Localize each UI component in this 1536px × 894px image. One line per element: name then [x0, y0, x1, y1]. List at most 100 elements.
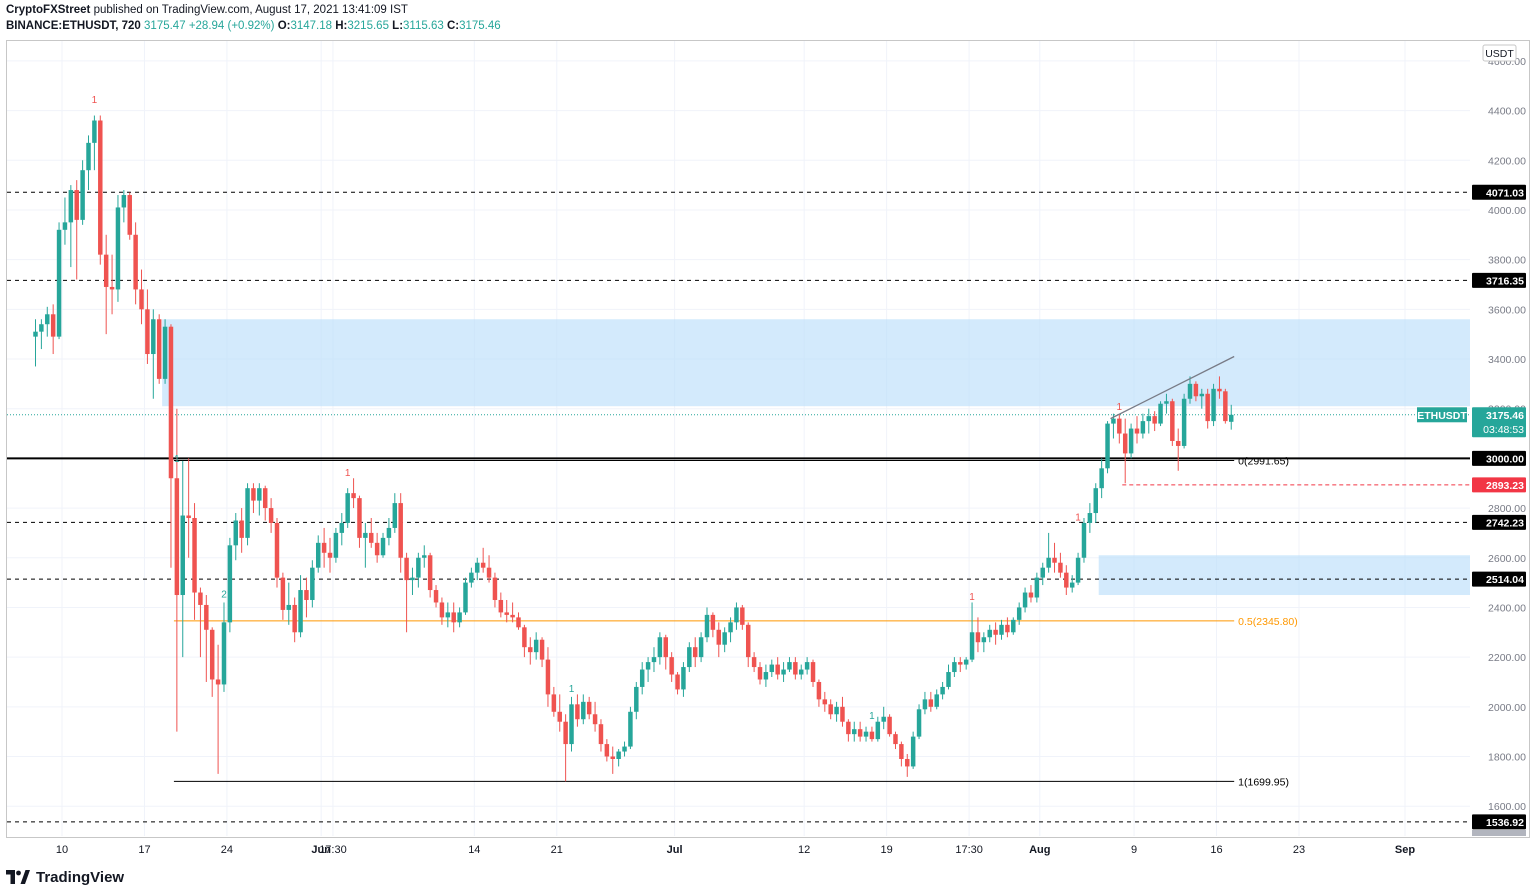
candle-body: [1175, 440, 1181, 446]
candle-body: [793, 662, 798, 675]
sequential-count-marker: 1: [174, 454, 180, 465]
footer-brand[interactable]: TradingView: [36, 868, 125, 886]
candle-body: [127, 195, 132, 235]
candle-body: [663, 637, 668, 658]
currency-label-text: USDT: [1485, 48, 1514, 60]
candle-body: [121, 195, 127, 208]
time-tick-label: 10: [56, 844, 68, 856]
candle-body: [639, 669, 645, 687]
price-tag-box: [1472, 514, 1526, 530]
sequential-count-marker: 1: [1117, 402, 1123, 413]
candle-body: [422, 555, 427, 558]
candle-body: [363, 532, 368, 538]
candle-body: [1016, 607, 1022, 620]
candle-body: [704, 614, 710, 638]
candle-body: [215, 679, 221, 685]
candle-body: [1058, 562, 1063, 573]
candle-body: [692, 647, 698, 658]
grid: [7, 41, 1470, 836]
candle-body: [1099, 468, 1104, 489]
candle-body: [1199, 393, 1205, 397]
candle-body: [498, 599, 504, 613]
candle-body: [834, 706, 839, 715]
candle-body: [1205, 393, 1210, 422]
candle-body: [610, 756, 615, 759]
candle-body: [1146, 416, 1152, 422]
close-label: C:: [446, 20, 460, 32]
candle-body: [451, 612, 456, 623]
candle-body: [1134, 428, 1140, 434]
candle-body: [952, 662, 957, 673]
candle-body: [510, 614, 515, 618]
close-value: 3175.46: [459, 20, 501, 32]
candle-body: [1069, 582, 1075, 588]
candle-body: [745, 624, 751, 658]
fib-level-label: 0(2991.65): [1238, 455, 1289, 467]
price-tick-label: 1800.00: [1488, 752, 1526, 764]
price-tick-label: 2400.00: [1488, 602, 1526, 614]
candle-body: [899, 744, 904, 759]
candle-body: [56, 229, 62, 337]
candle-body: [374, 542, 380, 556]
price-axis-tag: 3000.00: [1472, 450, 1526, 466]
candle-body: [1164, 401, 1169, 404]
candle-body: [628, 711, 633, 747]
candle-body: [469, 572, 474, 583]
candle-body: [657, 637, 663, 658]
candle-body: [221, 622, 227, 685]
rising-wedge-trendline: [1110, 355, 1235, 420]
sequential-count-marker: 1: [92, 95, 98, 106]
price-tag-box: [1472, 814, 1526, 830]
candle-body: [598, 724, 604, 745]
candle-body: [186, 515, 191, 518]
candle-body: [563, 721, 568, 745]
candle-body: [551, 694, 557, 712]
candle-body: [145, 309, 150, 355]
candle-body: [351, 493, 356, 499]
author-name[interactable]: CryptoFXStreet: [6, 4, 91, 16]
candle-body: [1228, 414, 1234, 422]
price-axis-tag: 3716.35: [1472, 272, 1526, 288]
price-tick-label: 2200.00: [1488, 652, 1526, 664]
candle-body: [816, 681, 822, 700]
sequential-count-marker: 1: [869, 711, 875, 722]
candle-body: [262, 488, 268, 509]
candle-body: [799, 669, 804, 675]
candle-body: [681, 667, 686, 690]
price-tag-box: [1472, 571, 1526, 587]
price-axis: 1600.00 1800.00 2000.00 2200.00 2400.00 2600.…: [1472, 44, 1526, 836]
candle-body: [869, 731, 875, 740]
candle-body: [239, 520, 244, 538]
candle-body: [934, 694, 939, 707]
time-tick-label: 21: [551, 844, 563, 856]
partial-price-tag: 1438.45: [1472, 830, 1526, 836]
candle-body: [1028, 592, 1034, 598]
candle-body: [581, 701, 586, 720]
candle-body: [327, 552, 333, 558]
candle-body: [622, 746, 627, 752]
candle-body: [504, 612, 509, 615]
candle-body: [416, 557, 421, 578]
candle-body: [969, 632, 975, 660]
candle-body: [439, 602, 445, 618]
price-tag-box: [1472, 477, 1526, 493]
candle-body: [852, 729, 857, 735]
candle-body: [916, 709, 922, 737]
price-tick-label: 4000.00: [1488, 205, 1526, 217]
candle-body: [1034, 577, 1040, 598]
candle-body: [893, 734, 898, 745]
candle-body: [651, 657, 657, 663]
candle-body: [1087, 513, 1093, 523]
candle-body: [675, 674, 680, 690]
candle-body: [1122, 433, 1128, 454]
price-axis-tag: 2742.23: [1472, 514, 1526, 530]
candle-body: [280, 577, 286, 610]
open-label: O:: [277, 20, 291, 32]
supply-demand-zone: [1098, 555, 1470, 596]
symbol-interval[interactable]: BINANCE:ETHUSDT, 720: [6, 20, 141, 32]
candle-body: [39, 324, 44, 332]
candle-body: [1093, 488, 1098, 514]
current-price-tag: ETHUSDT 3175.46 03:48:53: [1417, 407, 1526, 438]
